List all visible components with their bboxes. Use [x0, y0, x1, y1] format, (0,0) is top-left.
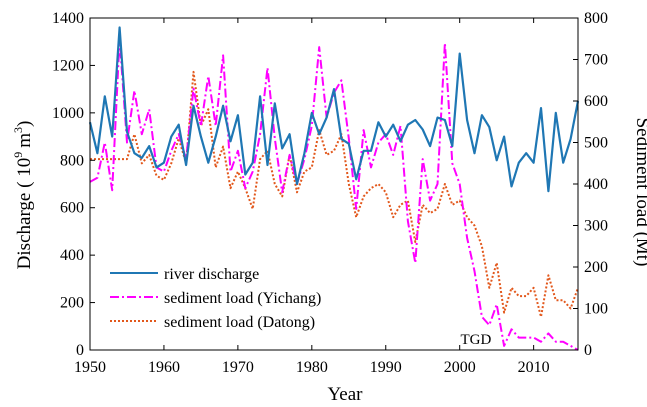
x-tick-label: 1950 [74, 359, 106, 376]
x-axis-title: Year [327, 384, 363, 405]
y-axis-left-title-exp: 9 [11, 152, 25, 158]
y-right-tick-label: 800 [584, 10, 608, 27]
y-axis-right-title: Sediment load (Mt) [632, 118, 647, 267]
axis-ticks: 1950 1960 1970 1980 1990 2000 2010020040060080… [52, 10, 608, 376]
series-line-2 [90, 70, 579, 318]
annotation-tgd: TGD [460, 332, 491, 348]
y-left-tick-label: 400 [60, 247, 84, 264]
y-left-tick-label: 1000 [52, 105, 84, 122]
y-right-tick-label: 500 [584, 135, 608, 152]
y-axis-left-title-main: Discharge ( 10 [14, 158, 35, 270]
x-tick-label: 2000 [444, 359, 476, 376]
series-line-0 [88, 26, 580, 193]
y-left-tick-label: 200 [60, 295, 84, 312]
y-left-tick-label: 0 [76, 342, 84, 359]
y-left-tick-label: 800 [60, 152, 84, 169]
y-right-tick-label: 700 [584, 52, 608, 69]
series-layer [88, 26, 580, 351]
y-right-tick-label: 200 [584, 259, 608, 276]
y-left-tick-label: 600 [60, 200, 84, 217]
y-left-tick-label: 1200 [52, 57, 84, 74]
y-right-tick-label: 0 [584, 342, 592, 359]
y-right-tick-label: 300 [584, 218, 608, 235]
x-tick-label: 1990 [370, 359, 402, 376]
y-axis-left-title: Discharge ( 109 m3) [11, 121, 35, 270]
x-tick-label: 1960 [148, 359, 180, 376]
x-tick-label: 1970 [222, 359, 254, 376]
y-axis-left-title-close: ) [14, 121, 35, 127]
y-axis-left-title-unit: m [14, 133, 35, 148]
legend-label-yichang: sediment load (Yichang) [164, 290, 321, 307]
y-axis-left-title-unit-exp: 3 [11, 127, 25, 133]
y-right-tick-label: 100 [584, 301, 608, 318]
legend: river discharge sediment load (Yichang) … [110, 266, 321, 331]
y-left-tick-label: 1400 [52, 10, 84, 27]
y-right-tick-label: 600 [584, 93, 608, 110]
x-tick-label: 1980 [296, 359, 328, 376]
legend-label-datong: sediment load (Datong) [164, 314, 315, 331]
legend-label-discharge: river discharge [164, 266, 259, 283]
y-right-tick-label: 400 [584, 176, 608, 193]
x-tick-label: 2010 [518, 359, 550, 376]
